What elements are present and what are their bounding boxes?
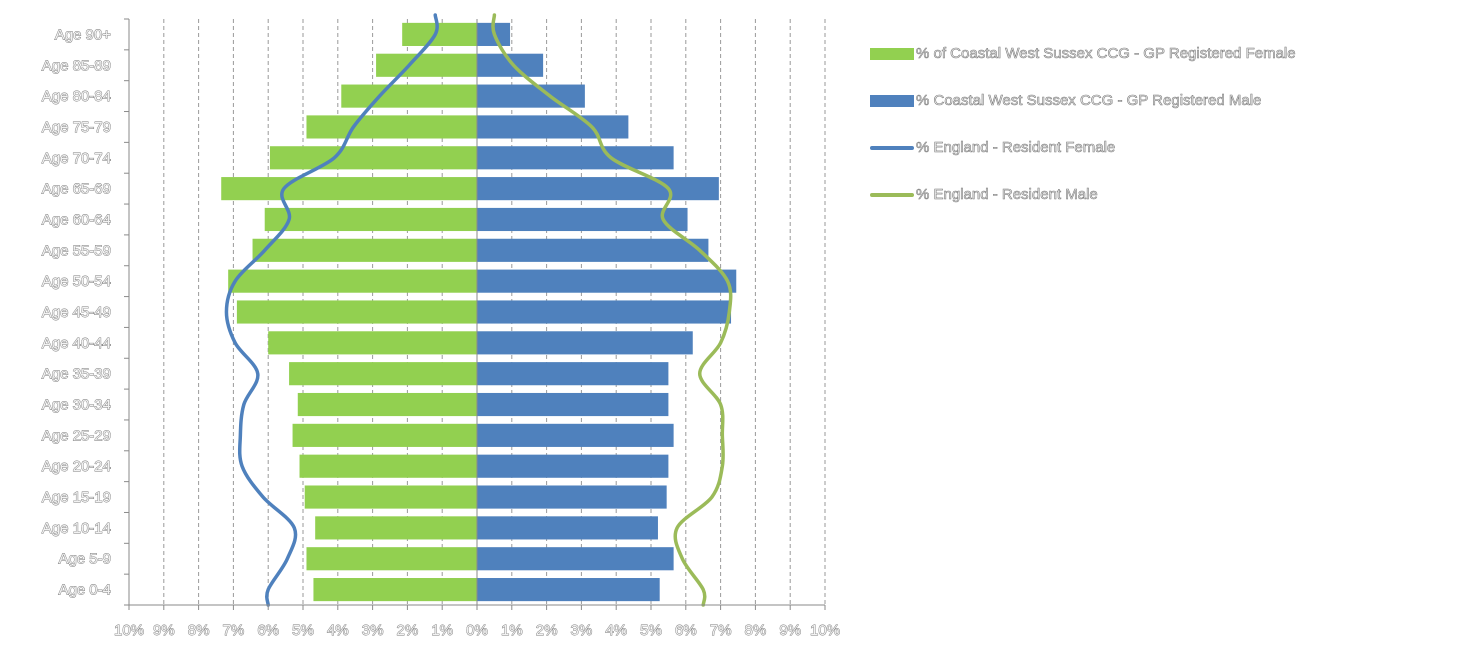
axes	[124, 18, 826, 610]
category-label: Age 80-84	[42, 88, 111, 105]
legend-label: % England - Resident Male	[916, 186, 1098, 204]
bar-female	[306, 115, 477, 139]
bar-male	[477, 331, 693, 355]
bar-female	[264, 207, 477, 232]
legend-label: % Coastal West Sussex CCG - GP Registere…	[916, 92, 1262, 110]
x-tick-label: 4%	[327, 622, 349, 639]
legend-line-marker	[870, 192, 914, 197]
bar-female	[236, 300, 477, 324]
x-tick-label: 6%	[257, 622, 279, 639]
legend-swatch	[870, 94, 914, 107]
x-tick-label: 5%	[292, 622, 314, 639]
x-tick-label: 3%	[571, 622, 593, 639]
category-label: Age 40-44	[42, 335, 111, 352]
category-label: Age 20-24	[42, 458, 111, 475]
bar-male	[477, 300, 732, 324]
category-label: Age 85-89	[42, 57, 111, 74]
bar-female	[376, 53, 477, 77]
category-label: Age 90+	[55, 26, 112, 43]
bar-female	[289, 362, 477, 386]
legend-label: % England - Resident Female	[916, 139, 1116, 157]
bar-male	[477, 207, 688, 232]
bar-male	[477, 269, 737, 293]
legend-swatch	[870, 47, 914, 60]
category-label: Age 25-29	[42, 427, 111, 444]
x-tick-label: 6%	[675, 622, 697, 639]
bars	[221, 22, 737, 602]
bar-female	[402, 22, 477, 46]
legend-item: % of Coastal West Sussex CCG - GP Regist…	[870, 30, 1296, 77]
x-tick-label: 2%	[536, 622, 558, 639]
bar-female	[252, 238, 477, 262]
x-tick-label: 2%	[397, 622, 419, 639]
category-label: Age 15-19	[42, 489, 111, 506]
bar-male	[477, 238, 709, 262]
bar-male	[477, 392, 669, 417]
category-label: Age 30-34	[42, 397, 111, 414]
legend-item: % England - Resident Male	[870, 171, 1296, 218]
bar-female	[297, 392, 477, 417]
category-label: Age 75-79	[42, 119, 111, 136]
bar-male	[477, 547, 674, 571]
x-tick-label: 0%	[466, 622, 488, 639]
bar-female	[228, 269, 477, 293]
bar-female	[315, 516, 477, 540]
line-england-female	[224, 13, 439, 607]
bar-female	[304, 485, 477, 509]
bar-male	[477, 53, 544, 77]
x-tick-label: 10%	[810, 622, 840, 639]
line-england-male	[491, 13, 733, 607]
bar-female	[306, 547, 477, 571]
bar-female	[268, 331, 477, 355]
bar-male	[477, 84, 585, 108]
bar-male	[477, 362, 669, 386]
x-tick-labels: 10% 9% 8% 7% 6% 5% 4% 3% 2% 1% 0% 1% 2% 3% 4% 5% 6% 7% 8% 9…	[114, 622, 841, 640]
category-label: Age 45-49	[42, 304, 111, 321]
category-label: Age 55-59	[42, 242, 111, 259]
legend-line-marker	[870, 145, 914, 150]
category-label: Age 0-4	[58, 582, 111, 599]
bar-male	[477, 146, 674, 170]
x-tick-label: 9%	[779, 622, 801, 639]
bar-female	[292, 423, 477, 447]
bar-male	[477, 516, 658, 540]
category-label: Age 10-14	[42, 520, 111, 537]
x-tick-label: 8%	[188, 622, 210, 639]
bar-male	[477, 454, 669, 478]
category-label: Age 5-9	[58, 551, 111, 568]
category-label: Age 35-39	[42, 366, 111, 383]
category-label: Age 70-74	[42, 150, 111, 167]
legend: % of Coastal West Sussex CCG - GP Regist…	[870, 30, 1296, 218]
bar-male	[477, 115, 629, 139]
bar-female	[269, 146, 477, 170]
bar-female	[299, 454, 477, 478]
bar-male	[477, 578, 660, 602]
legend-item: % Coastal West Sussex CCG - GP Registere…	[870, 77, 1296, 124]
legend-label: % of Coastal West Sussex CCG - GP Regist…	[916, 45, 1296, 63]
x-tick-label: 9%	[153, 622, 175, 639]
bar-female	[221, 177, 477, 201]
bar-male	[477, 423, 674, 447]
x-tick-label: 1%	[431, 622, 453, 639]
category-label: Age 50-54	[42, 273, 111, 290]
x-tick-label: 10%	[114, 622, 144, 639]
x-tick-label: 8%	[745, 622, 767, 639]
bar-male	[477, 485, 667, 509]
category-label: Age 65-69	[42, 181, 111, 198]
legend-item: % England - Resident Female	[870, 124, 1296, 171]
bar-female	[313, 578, 477, 602]
x-tick-label: 3%	[362, 622, 384, 639]
x-tick-label: 7%	[710, 622, 732, 639]
bar-male	[477, 177, 719, 201]
category-labels: Age 0-4 Age 5-9 Age 10-14 Age 15-19 Age 20-2…	[41, 26, 112, 599]
x-tick-label: 4%	[605, 622, 627, 639]
category-label: Age 60-64	[42, 211, 111, 228]
bar-female	[341, 84, 477, 108]
x-tick-label: 5%	[640, 622, 662, 639]
lines	[224, 13, 733, 607]
x-tick-label: 7%	[223, 622, 245, 639]
x-tick-label: 1%	[501, 622, 523, 639]
